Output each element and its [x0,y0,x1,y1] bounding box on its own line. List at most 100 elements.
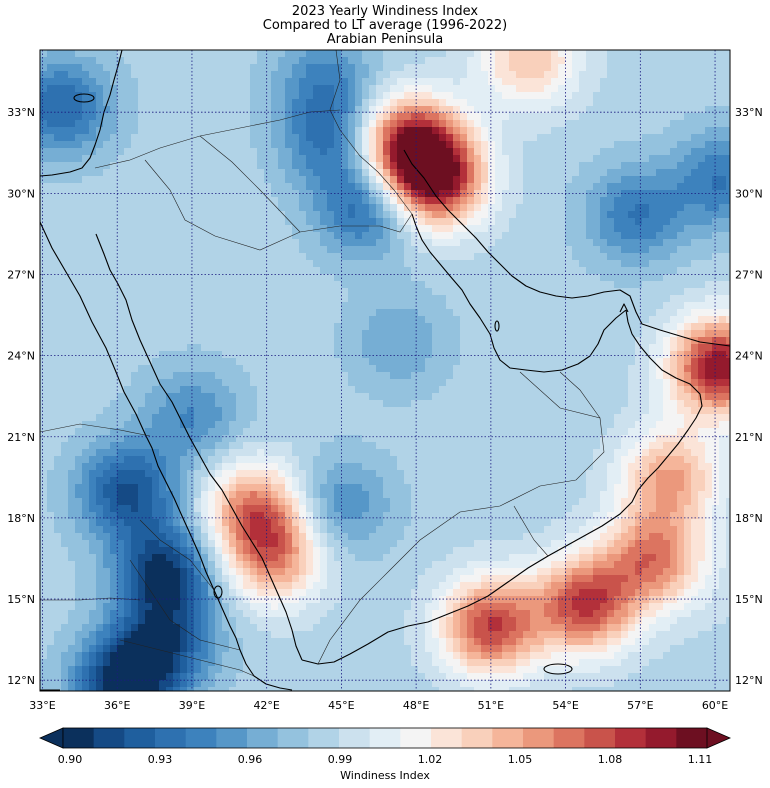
field-cell [670,253,678,261]
field-cell [75,211,83,219]
field-cell [306,127,314,135]
field-cell [208,78,216,86]
field-cell [698,267,706,275]
field-cell [173,281,181,289]
field-cell [299,302,307,310]
field-cell [348,365,356,373]
field-cell [467,169,475,177]
field-cell [278,204,286,212]
field-cell [656,92,664,100]
field-cell [488,57,496,65]
field-cell [670,57,678,65]
field-cell [306,365,314,373]
field-cell [495,99,503,107]
field-cell [677,218,685,226]
field-cell [705,92,713,100]
field-cell [586,393,594,401]
field-cell [152,239,160,247]
field-cell [54,232,62,240]
field-cell [593,246,601,254]
field-cell [411,351,419,359]
field-cell [439,288,447,296]
field-cell [565,106,573,114]
field-cell [96,78,104,86]
field-cell [411,92,419,100]
field-cell [411,85,419,93]
field-cell [607,92,615,100]
field-cell [712,85,720,93]
field-cell [89,323,97,331]
field-cell [61,99,69,107]
field-cell [257,99,265,107]
field-cell [460,204,468,212]
field-cell [397,365,405,373]
field-cell [215,190,223,198]
field-cell [586,148,594,156]
field-cell [544,148,552,156]
field-cell [201,211,209,219]
field-cell [131,148,139,156]
field-cell [614,225,622,233]
field-cell [173,169,181,177]
field-cell [47,183,55,191]
field-cell [551,78,559,86]
field-cell [47,274,55,282]
field-cell [670,274,678,282]
field-cell [362,246,370,254]
field-cell [502,337,510,345]
field-cell [565,211,573,219]
field-cell [173,134,181,142]
field-cell [229,64,237,72]
field-cell [124,365,132,373]
field-cell [292,246,300,254]
field-cell [201,351,209,359]
field-cell [467,162,475,170]
field-cell [376,106,384,114]
field-cell [677,316,685,324]
field-cell [551,295,559,303]
field-cell [173,295,181,303]
field-cell [61,337,69,345]
field-cell [299,372,307,380]
field-cell [124,78,132,86]
field-cell [418,386,426,394]
field-cell [390,267,398,275]
field-cell [383,78,391,86]
field-cell [670,162,678,170]
field-cell [131,267,139,275]
field-cell [691,113,699,121]
field-cell [236,85,244,93]
field-cell [166,211,174,219]
field-cell [194,386,202,394]
field-cell [110,148,118,156]
field-cell [215,57,223,65]
field-cell [208,50,216,58]
field-cell [299,162,307,170]
field-cell [523,106,531,114]
field-cell [334,351,342,359]
field-cell [404,365,412,373]
field-cell [586,113,594,121]
field-cell [530,148,538,156]
field-cell [89,218,97,226]
field-cell [369,260,377,268]
field-cell [89,176,97,184]
field-cell [474,190,482,198]
field-cell [369,274,377,282]
field-cell [376,274,384,282]
field-cell [495,239,503,247]
field-cell [607,78,615,86]
field-cell [257,78,265,86]
field-cell [187,365,195,373]
field-cell [614,99,622,107]
field-cell [208,169,216,177]
field-cell [460,281,468,289]
field-cell [194,267,202,275]
field-cell [201,365,209,373]
field-cell [278,78,286,86]
field-cell [677,155,685,163]
field-cell [75,316,83,324]
field-cell [502,141,510,149]
field-cell [145,239,153,247]
field-cell [635,288,643,296]
